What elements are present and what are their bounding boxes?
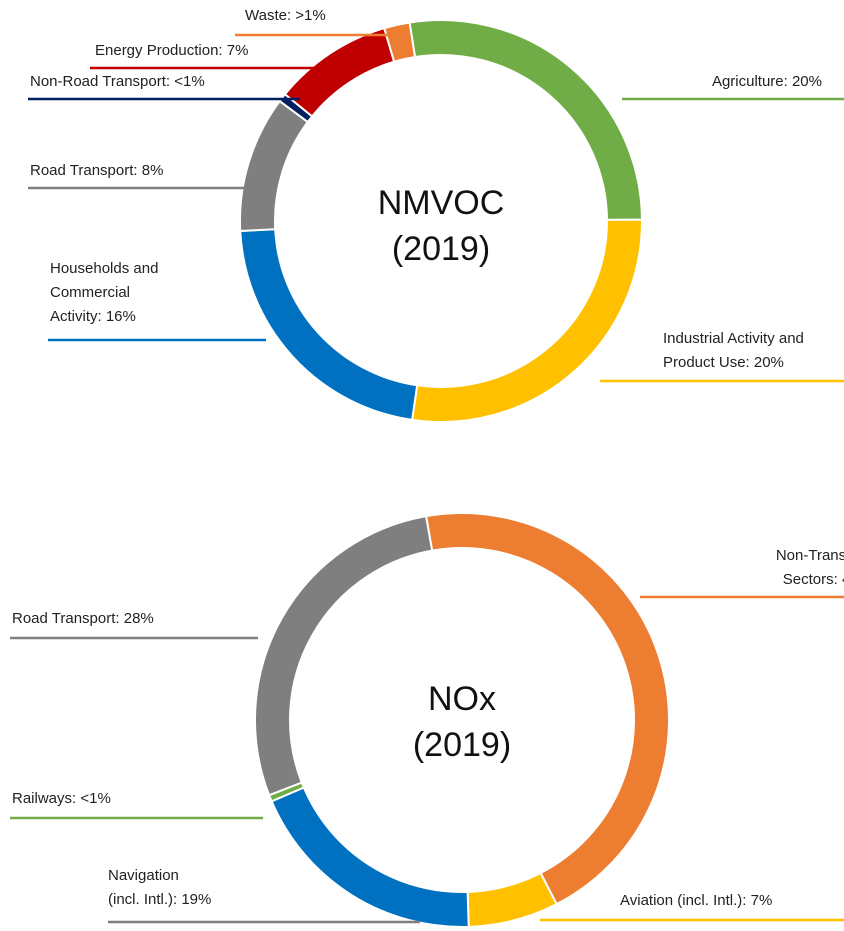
slice-label: Railways: <1% (12, 790, 111, 807)
donut-slice (239, 228, 419, 422)
donut-slice (424, 512, 670, 906)
label-line: Road Transport: 28% (12, 610, 154, 627)
slice-label: Road Transport: 28% (12, 610, 154, 627)
label-line: Non-Road Transport: <1% (30, 73, 205, 90)
donut-slice (270, 786, 470, 928)
label-line: Aviation (incl. Intl.): 7% (620, 892, 772, 909)
slice-label: Industrial Activity and Product Use: 20% (663, 330, 804, 371)
slice-label: Non-Transport Sectors: 45% (776, 547, 844, 588)
label-line: Households and (50, 260, 158, 277)
chart-subtitle: (2019) (392, 230, 490, 268)
slice-label: Households and Commercial Activity: 16% (50, 260, 158, 325)
label-line: Railways: <1% (12, 790, 111, 807)
chart-subtitle: (2019) (413, 726, 511, 764)
label-line: Industrial Activity and (663, 330, 804, 347)
label-line: Activity: 16% (50, 308, 136, 325)
label-line: Road Transport: 8% (30, 162, 163, 179)
chart-title: NMVOC (378, 184, 505, 222)
slice-label: Energy Production: 7% (95, 42, 248, 59)
chart-title: NOx (428, 680, 496, 718)
donut-slice (283, 26, 396, 118)
label-line: Sectors: 45% (783, 571, 844, 588)
slice-label: Agriculture: 20% (712, 73, 822, 90)
label-line: Agriculture: 20% (712, 73, 822, 90)
label-line: Non-Transport (776, 547, 844, 564)
label-line: Product Use: 20% (663, 354, 784, 371)
slice-label: Waste: >1% (245, 7, 326, 24)
label-line: Navigation (108, 867, 179, 884)
slice-label: Road Transport: 8% (30, 162, 163, 179)
label-line: Waste: >1% (245, 7, 326, 24)
label-line: (incl. Intl.): 19% (108, 891, 211, 908)
slice-label: Non-Road Transport: <1% (30, 73, 205, 90)
slice-label: Aviation (incl. Intl.): 7% (620, 892, 772, 909)
donut-slice (239, 99, 310, 232)
donut-slice (383, 21, 417, 63)
donut-slice (254, 514, 434, 797)
label-line: Commercial (50, 284, 130, 301)
slice-label: Navigation (incl. Intl.): 19% (108, 867, 211, 908)
label-line: Energy Production: 7% (95, 42, 248, 59)
